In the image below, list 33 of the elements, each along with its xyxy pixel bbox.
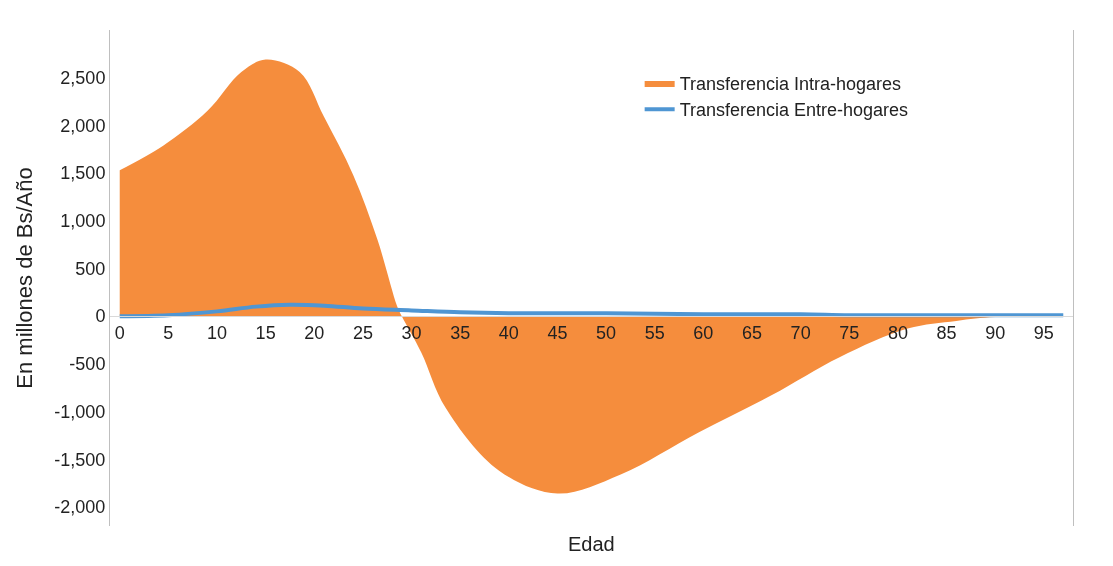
y-tick-label: 0 — [95, 306, 106, 327]
x-tick-label: 20 — [304, 322, 325, 343]
line-series — [117, 302, 1066, 319]
x-tick-label: 40 — [498, 322, 519, 343]
x-tick-label: 95 — [1033, 322, 1054, 343]
y-tick-label: 2,500 — [60, 67, 106, 88]
x-tick-label: 85 — [936, 322, 957, 343]
legend-label: Transferencia Intra-hogares — [679, 73, 902, 94]
y-tick-label: 1,500 — [60, 163, 106, 184]
x-tick-label: 60 — [693, 322, 714, 343]
x-tick-label: 50 — [596, 322, 617, 343]
y-tick-label: 500 — [75, 258, 106, 279]
y-tick-label: -500 — [69, 354, 106, 375]
y-axis-title: En millones de Bs/Año — [12, 167, 38, 389]
y-tick-label: -1,500 — [54, 449, 106, 470]
x-tick-label: 90 — [985, 322, 1006, 343]
x-tick-label: 55 — [644, 322, 665, 343]
x-tick-label: 70 — [790, 322, 811, 343]
x-tick-label: 0 — [114, 322, 125, 343]
x-tick-label: 45 — [547, 322, 568, 343]
x-tick-label: 15 — [255, 322, 276, 343]
x-tick-label: 35 — [450, 322, 471, 343]
y-tick-label: 1,000 — [60, 211, 106, 232]
legend-label: Transferencia Entre-hogares — [679, 100, 909, 121]
y-tick-label: -2,000 — [54, 497, 106, 518]
x-axis-title: Edad — [568, 533, 615, 555]
x-tick-label: 10 — [206, 322, 228, 343]
y-tick-label: -1,000 — [54, 401, 106, 422]
y-tick-label: 2,000 — [60, 115, 106, 136]
x-tick-label: 75 — [839, 322, 860, 343]
x-tick-label: 25 — [352, 322, 373, 343]
x-tick-label: 65 — [741, 322, 763, 343]
x-tick-label: 5 — [163, 322, 174, 343]
